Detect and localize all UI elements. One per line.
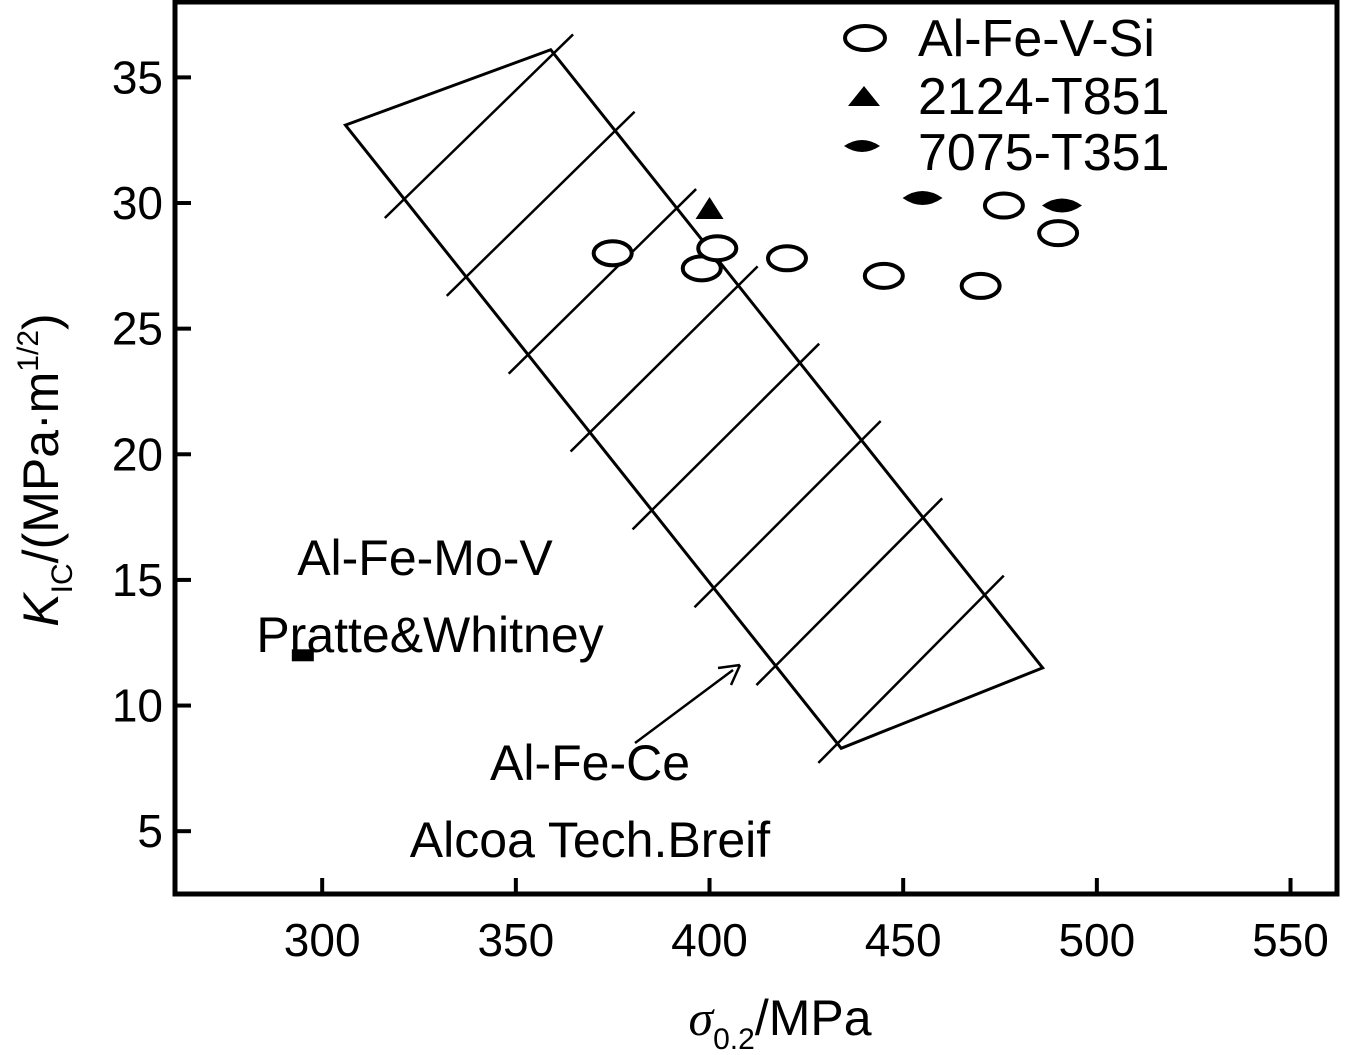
y-axis-title: KIC/(MPa·m1/2) bbox=[12, 313, 79, 626]
band-hatch-line bbox=[693, 420, 882, 609]
x-tick-label: 400 bbox=[671, 914, 748, 966]
axis-ticks: 300 350 400 450 500 550 5 10 15 20 25 30 35 bbox=[112, 51, 1329, 966]
y-tick-label: 15 bbox=[112, 554, 163, 606]
annotation-arrow-head bbox=[717, 663, 742, 686]
legend-marker-7075-t351 bbox=[844, 140, 880, 152]
annotation-al-fe-ce-line-2: Alcoa Tech.Breif bbox=[410, 812, 770, 868]
y-tick-label: 25 bbox=[112, 303, 163, 355]
legend-label-2124-t851: 2124-T851 bbox=[918, 68, 1170, 126]
band-hatch-line bbox=[631, 342, 821, 531]
legend: Al-Fe-V-Si 2124-T851 7075-T351 bbox=[843, 10, 1170, 182]
band-hatch-line bbox=[445, 110, 636, 297]
point-2124-t851 bbox=[695, 197, 724, 220]
x-axis-unit: /MPa bbox=[755, 990, 872, 1046]
point-al-fe-v-si bbox=[765, 244, 808, 273]
x-axis-title: σ0.2/MPa bbox=[688, 990, 871, 1055]
annotation-al-fe-ce: Al-Fe-Ce Alcoa Tech.Breif bbox=[410, 663, 770, 868]
point-al-fe-v-si bbox=[959, 271, 1002, 300]
y-tick-label: 5 bbox=[137, 805, 163, 857]
y-tick-label: 20 bbox=[112, 428, 163, 480]
point-al-fe-v-si bbox=[696, 234, 739, 263]
y-tick-label: 35 bbox=[112, 51, 163, 103]
point-al-fe-v-si bbox=[591, 239, 634, 268]
annotation-al-fe-mo-v-line-2: Pratte&Whitney bbox=[256, 607, 603, 663]
x-tick-label: 550 bbox=[1252, 914, 1329, 966]
y-axis-close: ) bbox=[13, 313, 69, 330]
annotation-al-fe-ce-line-1: Al-Fe-Ce bbox=[490, 735, 690, 791]
point-al-fe-v-si bbox=[862, 261, 905, 290]
band-hatch-line bbox=[383, 33, 574, 219]
x-axis-symbol: σ bbox=[688, 990, 715, 1046]
hatched-band-region bbox=[342, 33, 1046, 764]
annotation-al-fe-mo-v: Al-Fe-Mo-V Pratte&Whitney bbox=[256, 530, 603, 663]
y-axis-unit: /(MPa·m bbox=[13, 372, 69, 564]
annotation-arrow-line bbox=[634, 668, 734, 745]
x-axis-subscript: 0.2 bbox=[713, 1023, 755, 1055]
point-7075-t351 bbox=[1041, 198, 1082, 213]
point-al-fe-mo-v bbox=[291, 649, 314, 662]
legend-label-al-fe-v-si: Al-Fe-V-Si bbox=[918, 10, 1155, 68]
legend-marker-2124-t851 bbox=[848, 86, 880, 106]
point-7075-t351 bbox=[902, 190, 943, 205]
point-al-fe-v-si bbox=[1037, 219, 1080, 248]
legend-marker-al-fe-v-si bbox=[843, 24, 887, 52]
band-hatch-line bbox=[755, 497, 944, 686]
band-hatch-line bbox=[507, 188, 697, 375]
y-tick-label: 30 bbox=[112, 177, 163, 229]
y-axis-superscript: 1/2 bbox=[12, 330, 45, 372]
legend-label-7075-t351: 7075-T351 bbox=[918, 124, 1170, 182]
y-tick-label: 10 bbox=[112, 680, 163, 732]
band-hatch-line bbox=[817, 574, 1005, 764]
x-tick-label: 500 bbox=[1058, 914, 1135, 966]
x-tick-label: 450 bbox=[865, 914, 942, 966]
x-tick-label: 300 bbox=[284, 914, 361, 966]
y-axis-symbol: K bbox=[13, 591, 69, 627]
band-hatch-line bbox=[569, 265, 759, 453]
data-points bbox=[291, 190, 1082, 662]
y-axis-subscript: IC bbox=[46, 563, 79, 593]
x-tick-label: 350 bbox=[477, 914, 554, 966]
annotation-al-fe-mo-v-line-1: Al-Fe-Mo-V bbox=[297, 530, 553, 586]
plot-frame bbox=[172, 0, 1340, 897]
point-al-fe-v-si bbox=[982, 191, 1025, 220]
